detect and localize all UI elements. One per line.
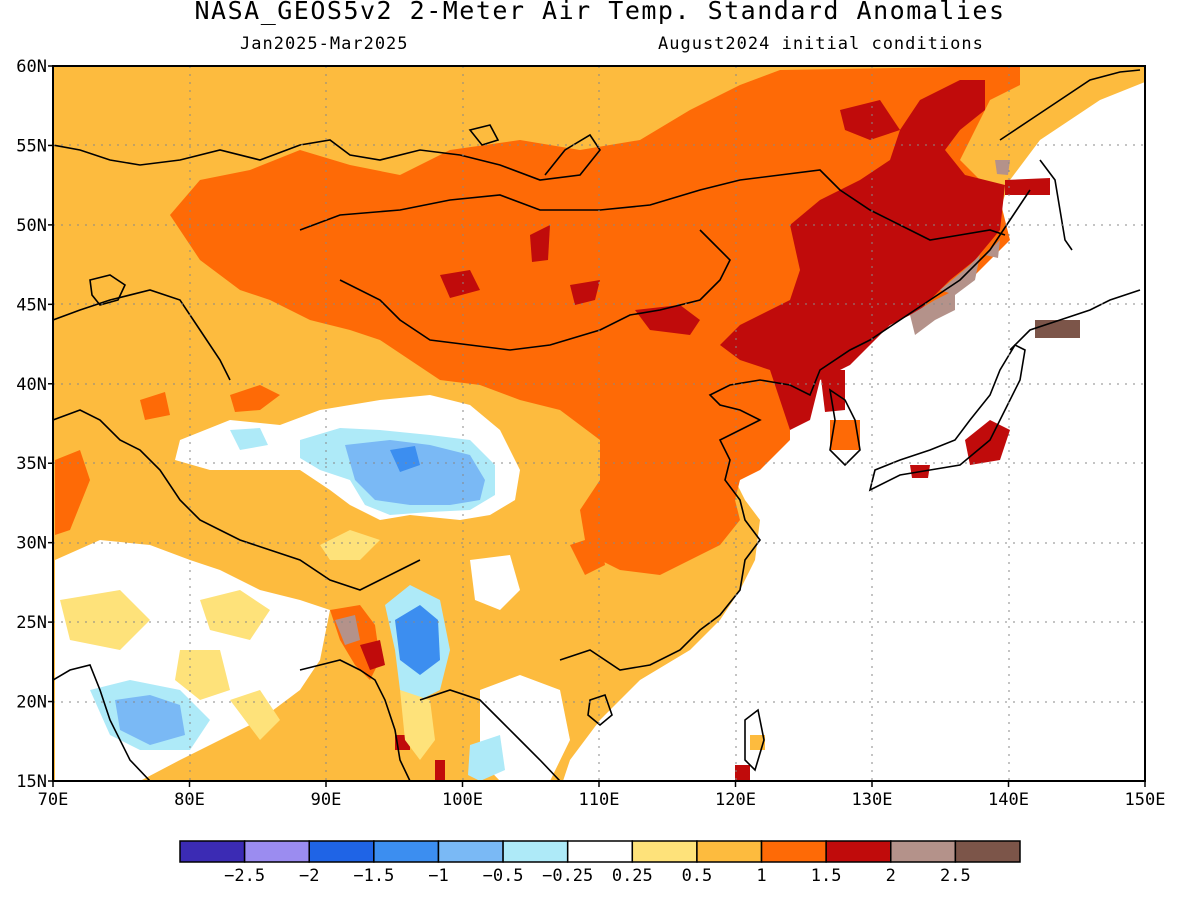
colorbar-label: 1.5 [811,866,842,886]
colorbar-label: 0.25 [612,866,653,886]
colorbar-label: 1 [756,866,766,886]
lon-tick-label: 140E [988,790,1029,810]
coastlines [53,69,1141,781]
gridlines [53,66,1145,781]
colorbar-swatch [631,840,698,863]
lat-tick-label: 60N [16,57,47,77]
colorbar-swatch [308,840,375,863]
colorbar-label: −2 [299,866,319,886]
anomaly-field [53,66,1145,781]
lon-tick-label: 70E [38,790,69,810]
colorbar-swatch [825,840,892,863]
colorbar-swatch [243,840,310,863]
colorbar-label: 0.5 [682,866,713,886]
lat-tick-label: 25N [16,613,47,633]
forecast-period: Jan2025-Mar2025 [240,34,409,54]
lat-tick-label: 40N [16,375,47,395]
lon-tick-label: 80E [174,790,205,810]
lat-tick-label: 15N [16,772,47,792]
lon-tick-label: 90E [311,790,342,810]
colorbar-swatch [373,840,440,863]
colorbar-swatch [437,840,504,863]
lat-tick-label: 55N [16,136,47,156]
lat-tick-label: 30N [16,534,47,554]
colorbar-label: −2.5 [224,866,265,886]
colorbar-swatch [760,840,827,863]
lon-tick-label: 150E [1125,790,1166,810]
colorbar-swatch [566,840,634,863]
lon-tick-label: 100E [442,790,483,810]
colorbar-swatch [696,840,763,863]
lat-tick-label: 50N [16,216,47,236]
colorbar-label: 2.5 [940,866,971,886]
colorbar: −2.5 −2 −1.5 −1 −0.5 −0.25 0.25 0.5 1 1.5 2 2.5 [179,840,1021,886]
lon-tick-label: 110E [579,790,620,810]
lon-tick-label: 130E [852,790,893,810]
lat-tick-label: 35N [16,454,47,474]
colorbar-label: −0.25 [542,866,593,886]
map-title: NASA_GEOS5v2 2-Meter Air Temp. Standard … [194,0,1006,25]
lon-tick-label: 120E [715,790,756,810]
colorbar-label: 2 [886,866,896,886]
colorbar-swatch [502,840,569,863]
colorbar-label: −0.5 [483,866,524,886]
lat-tick-label: 45N [16,295,47,315]
initial-conditions: August2024 initial conditions [658,34,984,54]
colorbar-swatch [890,840,957,863]
axis-ticks: 70E 80E 90E 100E 110E 120E 130E 140E 150E 15N 20N 2… [16,57,1165,810]
colorbar-swatch [179,840,246,863]
colorbar-label: −1.5 [353,866,394,886]
lat-tick-label: 20N [16,693,47,713]
colorbar-label: −1 [428,866,448,886]
colorbar-swatch [954,840,1021,863]
